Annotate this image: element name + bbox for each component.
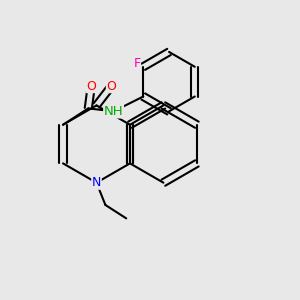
Text: O: O xyxy=(106,80,116,93)
Text: O: O xyxy=(86,80,96,93)
Text: NH: NH xyxy=(104,105,123,118)
Text: F: F xyxy=(133,57,140,70)
Text: N: N xyxy=(92,176,101,189)
